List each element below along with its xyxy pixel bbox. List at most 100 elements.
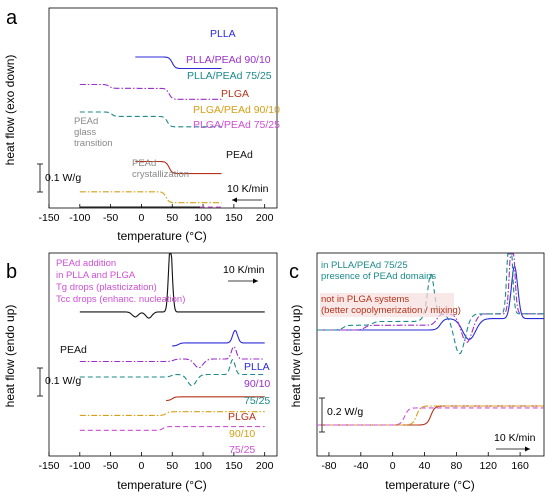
panel-a: a heat flow (exo down) temperature (°C) … <box>3 7 280 243</box>
panel-b-note-2: in PLLA and PLGA <box>56 270 136 281</box>
panel-c-note-1b: presence of PEAd domains <box>321 271 436 282</box>
panel-b-letter: b <box>6 261 17 283</box>
panel-c-rate: 10 K/min <box>494 432 536 452</box>
series-label: PLGA <box>221 88 249 100</box>
panel-c-ylabel: heat flow (endo up) <box>289 305 303 408</box>
panel-b-scale-bar: 0.1 W/g <box>37 367 81 397</box>
panel-c-notes: in PLLA/PEAd 75/25 presence of PEAd doma… <box>320 260 461 317</box>
panel-c-scale-bar: 0.2 W/g <box>319 397 363 433</box>
series-line-plga-pead-90-10 <box>317 405 544 426</box>
x-tick-label: -80 <box>321 460 336 472</box>
panel-b-ylabel: heat flow (endo up) <box>3 305 17 408</box>
panel-a-scale-bar: 0.1 W/g <box>37 163 81 193</box>
series-label: 75/25 <box>229 444 255 456</box>
x-tick-label: -150 <box>38 460 59 472</box>
x-tick-label: -150 <box>38 212 59 224</box>
x-tick-label: -50 <box>103 460 118 472</box>
panel-b-rate: 10 K/min <box>223 264 265 284</box>
series-line-plla <box>135 56 222 70</box>
panel-c-scale-label: 0.2 W/g <box>327 406 363 418</box>
panel-c-note-2a: not in PLGA systems <box>321 294 409 305</box>
annotation-text: transition <box>74 138 113 149</box>
series-line-90-10 <box>79 411 265 416</box>
panel-b-note: PEAd addition in PLLA and PLGA Tg drops … <box>56 258 185 305</box>
x-tick-label: -50 <box>103 212 118 224</box>
panel-a-curves <box>79 56 222 208</box>
panel-b-xlabel: temperature (°C) <box>117 478 207 492</box>
panel-c-frame <box>316 252 545 457</box>
x-tick-label: 50 <box>166 460 178 472</box>
series-label: PLGA <box>228 411 256 423</box>
series-label: PLLA/PEAd 75/25 <box>187 70 272 82</box>
series-line-90-10 <box>79 346 265 369</box>
panel-a-xlabel: temperature (°C) <box>117 229 207 243</box>
panel-b-frame <box>48 252 278 457</box>
series-line-plla <box>172 329 265 347</box>
panel-a-rate: 10 K/min <box>227 183 269 203</box>
x-tick-label: 0 <box>390 460 396 472</box>
series-label: PLLA <box>210 28 236 40</box>
panel-b: b heat flow (endo up) temperature (°C) -… <box>3 252 278 492</box>
series-label: PLGA/PEAd 75/25 <box>193 119 280 131</box>
x-tick-label: 120 <box>479 460 497 472</box>
panel-a-frame <box>48 7 278 209</box>
series-label: PEAd <box>60 344 87 356</box>
panel-c-xlabel: temperature (°C) <box>385 478 475 492</box>
panel-c-rate-label: 10 K/min <box>494 432 536 444</box>
series-line-plla-pead-90-10 <box>317 253 544 343</box>
x-tick-label: 160 <box>511 460 529 472</box>
panel-b-ticks: -150 -100 -50 0 50 100 150 200 <box>38 452 274 472</box>
panel-a-scale-label: 0.1 W/g <box>45 172 81 184</box>
panel-c-curves <box>317 253 544 426</box>
x-tick-label: 200 <box>256 212 274 224</box>
panel-c-note-2b: (better copolymerization / mixing) <box>321 305 461 316</box>
x-tick-label: 200 <box>256 460 274 472</box>
annotation-text: PEAd <box>132 158 156 169</box>
x-tick-label: -100 <box>69 460 90 472</box>
panel-b-note-4: Tcc drops (enhanc. nucleation) <box>56 294 185 305</box>
panel-b-curves <box>79 253 265 431</box>
panel-c-note-2-highlight <box>320 293 454 317</box>
series-line-plla-pead-75-25 <box>317 253 544 355</box>
x-tick-label: 100 <box>194 460 212 472</box>
panel-c-letter: c <box>289 261 299 283</box>
annotation-text: PEAd <box>74 116 98 127</box>
panel-c: c heat flow (endo up) temperature (°C) -… <box>289 252 545 492</box>
panel-c-ticks: -80 -40 0 40 80 120 160 <box>321 452 529 472</box>
series-line-plla-pead-75-25 <box>79 111 222 128</box>
series-line-plga-pead-90-10 <box>79 191 222 204</box>
panel-b-note-1: PEAd addition <box>56 258 116 269</box>
series-label: 90/10 <box>244 378 270 390</box>
x-tick-label: 0 <box>139 212 145 224</box>
panel-b-note-3: Tg drops (plasticization) <box>56 282 157 293</box>
panel-a-ticks: -150 -100 -50 0 50 100 150 200 <box>38 204 274 224</box>
panel-a-ylabel: heat flow (exo down) <box>3 55 17 166</box>
panel-c-note-1a: in PLLA/PEAd 75/25 <box>321 260 408 271</box>
panel-a-letter: a <box>6 7 18 29</box>
series-line-plga-pead-75-25 <box>317 407 544 426</box>
series-label: 90/10 <box>229 428 255 440</box>
panel-b-rate-label: 10 K/min <box>223 264 265 276</box>
series-line-75-25 <box>79 426 265 431</box>
series-label: PLLA/PEAd 90/10 <box>186 54 271 66</box>
x-tick-label: 50 <box>166 212 178 224</box>
x-tick-label: 40 <box>419 460 431 472</box>
series-label: PLLA <box>244 361 270 373</box>
series-line-75-25 <box>79 359 265 387</box>
x-tick-label: 150 <box>225 212 243 224</box>
x-tick-label: -100 <box>69 212 90 224</box>
annotation-text: crystallization <box>132 169 189 180</box>
series-line-plga <box>166 396 265 402</box>
series-line-pead <box>79 253 265 319</box>
series-label: 75/25 <box>244 395 270 407</box>
panel-a-series-labels: PLLA PLLA/PEAd 90/10 PLLA/PEAd 75/25 PLGA PL… <box>186 28 280 161</box>
panel-b-scale-label: 0.1 W/g <box>45 375 81 387</box>
x-tick-label: 100 <box>194 212 212 224</box>
x-tick-label: 0 <box>139 460 145 472</box>
series-label: PLGA/PEAd 90/10 <box>193 104 280 116</box>
x-tick-label: -40 <box>353 460 368 472</box>
annotation-text: glass <box>74 127 96 138</box>
x-tick-label: 150 <box>225 460 243 472</box>
